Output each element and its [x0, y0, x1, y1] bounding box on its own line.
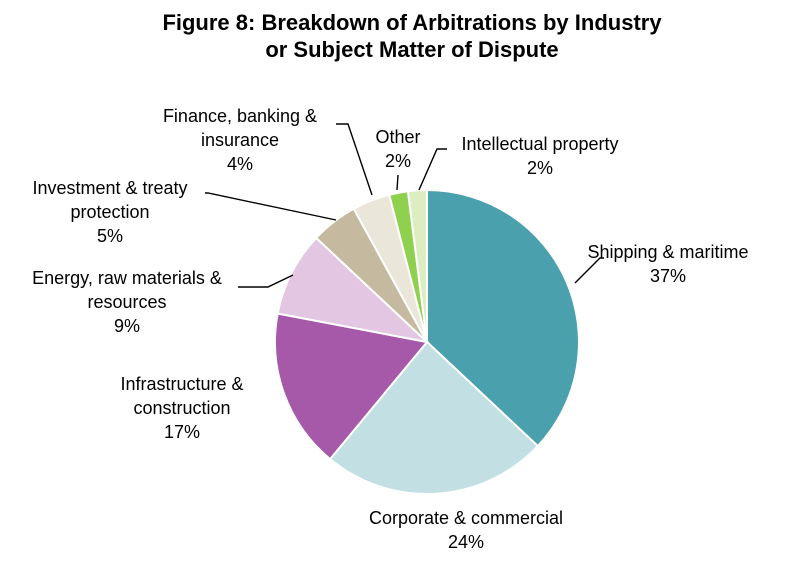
pie-slice-corporate-commercial: [328, 340, 540, 495]
leader-line: [238, 274, 294, 288]
slice-percent-label: 24%: [448, 532, 484, 552]
slice-name-label: Investment & treaty: [32, 178, 187, 198]
pie-slice-intellectual-property: [406, 188, 428, 343]
slice-percent-label: 2%: [385, 151, 411, 171]
slice-name-label: Finance, banking &: [163, 106, 317, 126]
slice-name-label: Shipping & maritime: [587, 242, 748, 262]
slice-name-label: Infrastructure &: [120, 374, 243, 394]
leader-line: [336, 123, 373, 196]
slice-name-label: resources: [87, 292, 166, 312]
chart-title: Figure 8: Breakdown of Arbitrations by I…: [162, 10, 662, 62]
leader-line: [396, 174, 399, 191]
slice-percent-label: 4%: [227, 154, 253, 174]
leader-lines: [205, 123, 604, 288]
pie-slices: [274, 188, 580, 495]
leader-line: [574, 257, 604, 284]
pie-slice-energy-raw-materials-resources: [276, 236, 431, 344]
slice-percent-label: 2%: [527, 158, 553, 178]
slice-name-label: construction: [133, 398, 230, 418]
slice-name-label: protection: [70, 202, 149, 222]
leader-line: [205, 192, 337, 221]
slice-percent-label: 17%: [164, 422, 200, 442]
slice-name-label: Energy, raw materials &: [32, 268, 222, 288]
pie-slice-infrastructure-construction: [274, 312, 429, 461]
slice-percent-label: 5%: [97, 226, 123, 246]
leader-line: [418, 148, 447, 191]
chart-title-line: Figure 8: Breakdown of Arbitrations by I…: [162, 10, 662, 35]
slice-percent-label: 9%: [114, 316, 140, 336]
chart-title-line: or Subject Matter of Dispute: [265, 37, 558, 62]
slice-name-label: Other: [375, 127, 420, 147]
slice-name-label: Corporate & commercial: [369, 508, 563, 528]
slice-name-label: insurance: [201, 130, 279, 150]
slice-labels: Shipping & maritime 37% Corporate & commer…: [32, 106, 748, 552]
slice-percent-label: 37%: [650, 266, 686, 286]
pie-slice-shipping-maritime: [426, 188, 580, 448]
slice-name-label: Intellectual property: [461, 134, 618, 154]
